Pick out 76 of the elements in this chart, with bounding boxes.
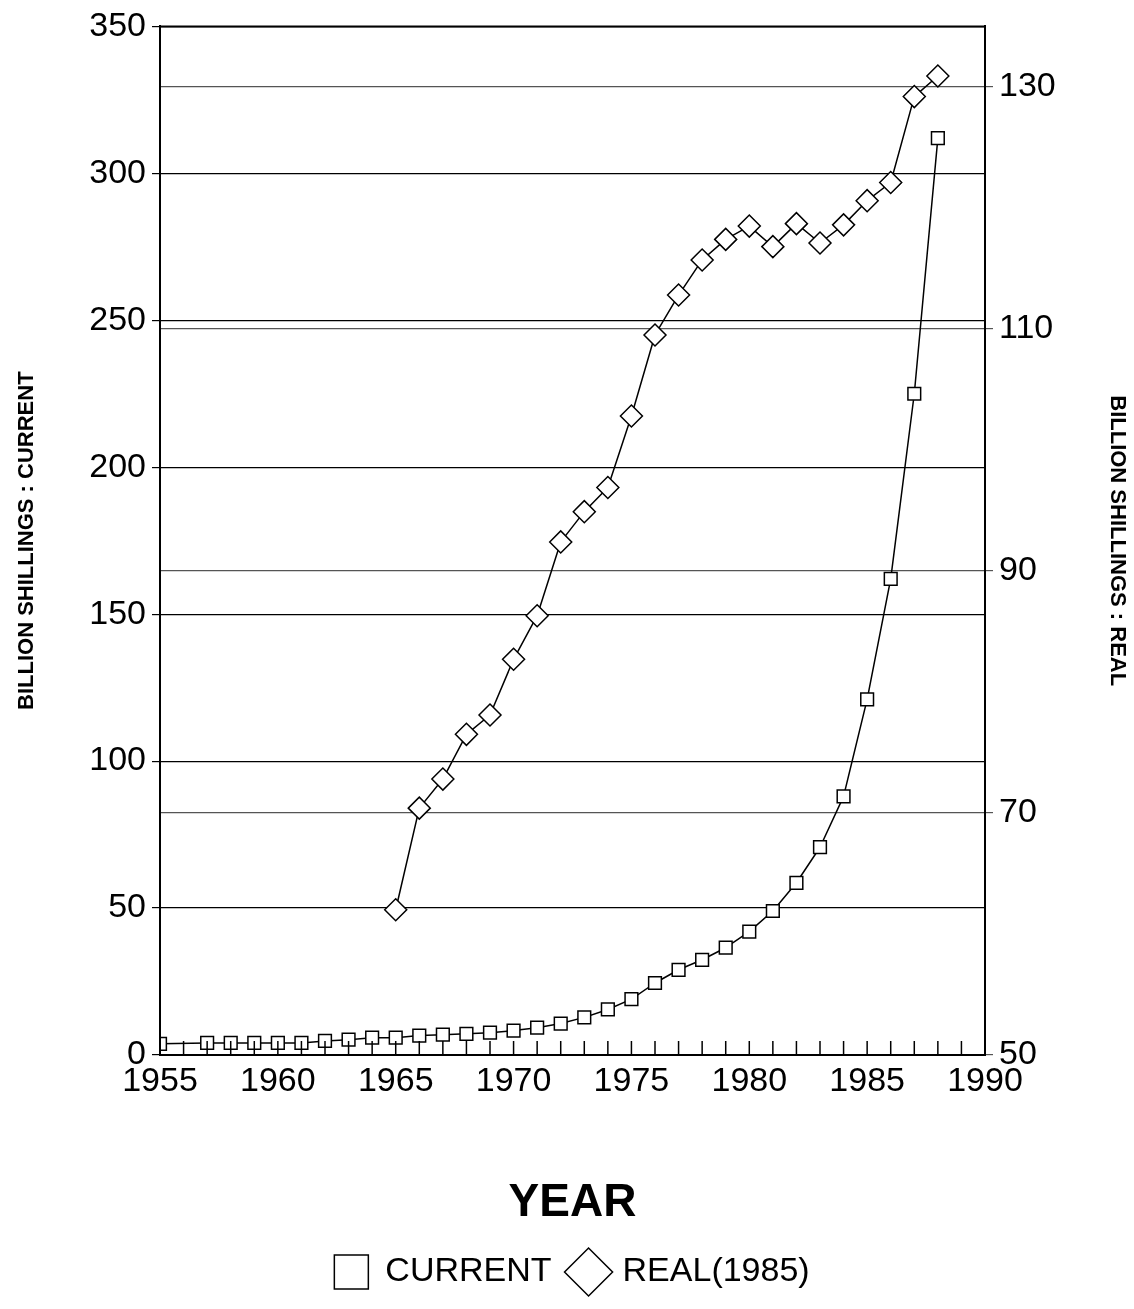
point xyxy=(926,64,950,88)
point xyxy=(671,962,686,977)
point xyxy=(666,283,691,307)
point xyxy=(902,84,927,109)
y2-tick-label: 110 xyxy=(999,307,1054,346)
point xyxy=(930,130,945,146)
point xyxy=(643,323,667,347)
point xyxy=(223,1035,238,1051)
point xyxy=(600,1002,615,1017)
y-tick-label: 50 xyxy=(108,886,146,925)
point xyxy=(784,211,809,236)
point xyxy=(553,1016,568,1031)
point xyxy=(577,1010,592,1025)
point xyxy=(383,898,408,922)
point xyxy=(506,1023,521,1038)
point xyxy=(883,571,898,587)
legend-label: REAL(1985) xyxy=(622,1250,810,1289)
point xyxy=(765,903,780,919)
x-tick-label: 1980 xyxy=(711,1059,788,1098)
point xyxy=(459,1026,474,1041)
point xyxy=(478,703,502,727)
point xyxy=(388,1030,403,1045)
point xyxy=(836,789,851,804)
y-tick-label: 100 xyxy=(89,739,146,778)
legend-label: CURRENT xyxy=(385,1250,552,1289)
point xyxy=(482,1025,498,1040)
point xyxy=(317,1033,333,1049)
point xyxy=(407,796,432,820)
point xyxy=(878,170,903,195)
x-tick-label: 1965 xyxy=(357,1059,434,1098)
point xyxy=(572,499,597,524)
point xyxy=(737,214,762,238)
point xyxy=(435,1027,450,1042)
y2-tick-label: 130 xyxy=(999,65,1056,104)
point xyxy=(831,213,856,237)
x-tick-label: 1960 xyxy=(240,1059,316,1098)
point xyxy=(341,1032,356,1047)
point xyxy=(713,227,738,252)
point xyxy=(454,722,479,747)
point xyxy=(808,231,832,255)
point xyxy=(812,840,828,855)
point xyxy=(907,386,922,401)
point xyxy=(695,952,710,967)
y-axis-title: BILLION SHILLINGS : CURRENT xyxy=(13,370,39,710)
point xyxy=(548,530,573,554)
point xyxy=(761,234,785,259)
x-tick-label: 1975 xyxy=(593,1059,670,1098)
point xyxy=(647,975,663,991)
point xyxy=(431,767,455,791)
point xyxy=(525,603,549,628)
y-tick-label: 250 xyxy=(89,298,146,337)
point xyxy=(365,1030,380,1045)
y2-tick-label: 70 xyxy=(999,791,1037,830)
x-tick-label: 1970 xyxy=(475,1059,552,1098)
y-tick-label: 350 xyxy=(89,4,146,43)
point xyxy=(624,992,639,1007)
point xyxy=(247,1035,262,1051)
point xyxy=(596,475,620,500)
point xyxy=(690,248,714,272)
point xyxy=(860,692,875,707)
point xyxy=(718,940,733,955)
y-tick-label: 300 xyxy=(89,151,146,190)
point xyxy=(501,647,526,672)
point xyxy=(855,188,879,213)
y-tick-label: 150 xyxy=(89,592,146,631)
point xyxy=(412,1028,427,1043)
point xyxy=(789,875,804,890)
y-tick-label: 200 xyxy=(89,445,146,484)
point xyxy=(619,404,644,428)
x-axis-title: YEAR xyxy=(508,1174,637,1227)
point xyxy=(294,1035,309,1051)
point xyxy=(742,924,757,939)
y2-axis-title: BILLION SHILLINGS : REAL xyxy=(1105,395,1131,687)
x-tick-label: 1985 xyxy=(829,1059,905,1098)
y2-tick-label: 90 xyxy=(999,549,1037,588)
point xyxy=(530,1020,545,1035)
